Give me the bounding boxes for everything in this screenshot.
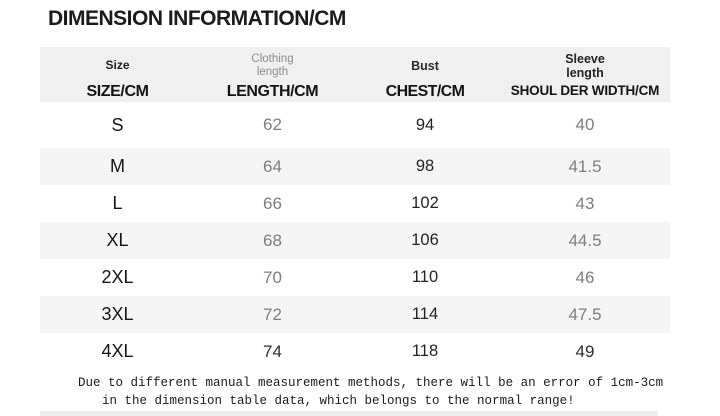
disclaimer-line-1: Due to different manual measurement meth… (78, 376, 664, 390)
shoulder-cell: 46 (575, 267, 595, 287)
header-label-shoulder: SHOUL DER WIDTH/CM (510, 83, 660, 98)
length-cell: 68 (263, 230, 282, 250)
size-cell: 2XL (101, 267, 134, 287)
chest-cell: 102 (411, 194, 439, 212)
shoulder-cell: 47.5 (568, 304, 602, 324)
table-row: 4XL 74 118 49 (40, 333, 670, 370)
header-label-size: SIZE/CM (86, 83, 149, 100)
shoulder-cell: 44.5 (568, 230, 602, 250)
header-subtitle-chest: Bust (411, 58, 439, 73)
chest-cell: 118 (411, 342, 439, 360)
length-cell: 74 (263, 341, 282, 361)
disclaimer-line-2: in the dimension table data, which belon… (102, 394, 575, 408)
table-header-row: Size SIZE/CM Clothing length LENGTH/CM B… (40, 47, 670, 102)
header-subtitle-size: Size (105, 57, 130, 72)
cutoff-row-stripe (40, 411, 658, 416)
header-cell-length: Clothing length LENGTH/CM (195, 47, 350, 102)
shoulder-cell: 41.5 (568, 156, 602, 176)
chest-cell: 106 (411, 231, 439, 249)
header-cell-shoulder: Sleeve length SHOUL DER WIDTH/CM (500, 47, 670, 102)
table-row: XL 68 106 44.5 (40, 222, 670, 259)
page-title: DIMENSION INFORMATION/CM (48, 7, 346, 30)
length-cell: 70 (263, 267, 282, 287)
length-cell: 62 (263, 115, 282, 134)
header-label-length: LENGTH/CM (226, 83, 319, 100)
size-cell: 3XL (101, 304, 134, 324)
shoulder-cell: 49 (575, 341, 595, 361)
length-cell: 72 (263, 304, 282, 324)
header-subtitle-length: Clothing length (251, 52, 294, 78)
table-row: 3XL 72 114 47.5 (40, 296, 670, 333)
table-row: 2XL 70 110 46 (40, 259, 670, 296)
length-cell: 64 (263, 156, 282, 176)
chest-cell: 98 (415, 157, 435, 175)
size-cell: S (111, 114, 124, 135)
shoulder-cell: 43 (575, 193, 595, 213)
chest-cell: 110 (411, 268, 439, 286)
table-row: L 66 102 43 (40, 185, 670, 222)
size-cell: XL (106, 230, 129, 250)
chest-cell: 114 (411, 305, 439, 323)
table-body: S 62 94 40 M 64 98 41.5 L 66 102 43 XL 6… (40, 102, 670, 370)
table-row: S 62 94 40 (40, 102, 670, 148)
table-row: M 64 98 41.5 (40, 148, 670, 185)
header-cell-chest: Bust CHEST/CM (350, 47, 500, 102)
length-cell: 66 (263, 193, 282, 213)
header-subtitle-shoulder: Sleeve length (565, 51, 605, 80)
shoulder-cell: 40 (575, 115, 595, 134)
dimension-table: Size SIZE/CM Clothing length LENGTH/CM B… (40, 47, 670, 370)
header-label-chest: CHEST/CM (385, 83, 465, 100)
size-cell: M (110, 156, 125, 176)
size-cell: 4XL (101, 341, 134, 361)
chest-cell: 94 (415, 115, 435, 134)
header-cell-size: Size SIZE/CM (40, 47, 195, 102)
size-cell: L (112, 193, 123, 213)
